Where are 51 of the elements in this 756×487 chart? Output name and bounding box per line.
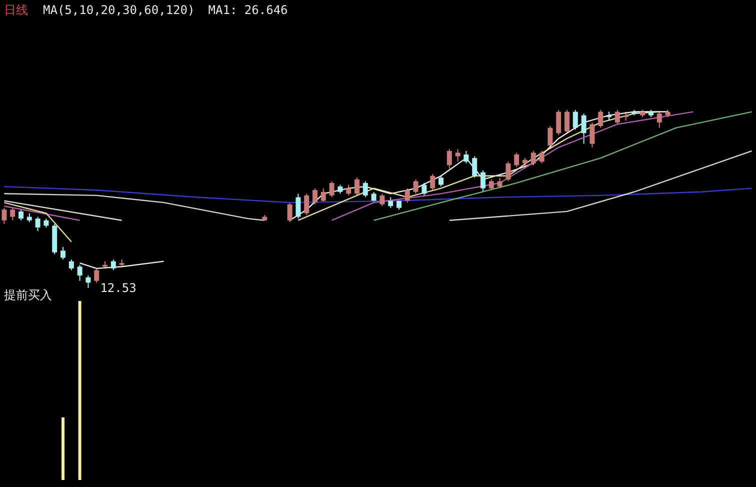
candlestick — [60, 246, 66, 260]
candlestick — [86, 275, 91, 288]
chart-title: 日线 — [4, 3, 28, 17]
candlestick — [346, 184, 352, 196]
candlestick — [455, 148, 460, 162]
candlestick — [430, 174, 436, 191]
candlestick — [77, 264, 82, 282]
text: MA1: 26.646 — [208, 3, 288, 17]
candlestick — [497, 177, 502, 189]
candlestick — [413, 178, 418, 194]
candlestick — [548, 126, 553, 148]
candlestick — [312, 188, 318, 205]
candlestick — [556, 110, 562, 136]
candlestick — [18, 209, 24, 221]
candlestick — [35, 216, 40, 232]
candlestick — [296, 193, 301, 220]
candlestick — [304, 193, 310, 216]
candlestick — [656, 111, 662, 128]
candlestick — [354, 177, 360, 196]
candlestick — [438, 175, 444, 188]
candlestick — [514, 152, 520, 168]
candlestick — [590, 122, 595, 148]
candlestick — [564, 110, 570, 134]
candlestick — [94, 268, 100, 284]
text: MA(5,10,20,30,60,120) — [43, 3, 195, 17]
candlestick — [472, 156, 478, 178]
candlestick — [488, 178, 494, 191]
candlestick — [446, 148, 452, 170]
candlestick — [480, 170, 486, 192]
candlestick — [110, 259, 116, 271]
candlestick — [530, 150, 536, 166]
candlestick — [329, 180, 334, 198]
candlestick — [380, 193, 385, 207]
candlestick — [614, 110, 620, 125]
candlestick — [464, 150, 469, 164]
annotation: 12.53 — [100, 281, 136, 295]
candlestick — [422, 182, 427, 196]
candlestick — [320, 188, 326, 204]
candlestick — [404, 188, 410, 204]
candlestick — [287, 202, 292, 223]
candlestick — [362, 180, 368, 198]
candlestick — [388, 196, 394, 208]
candlestick — [506, 161, 511, 182]
candlestick — [10, 207, 16, 221]
candlestick — [572, 110, 578, 130]
candlestick — [539, 150, 544, 164]
candlestick — [598, 110, 604, 128]
candlestick — [2, 207, 7, 224]
chart-title: 提前买入 — [4, 288, 52, 302]
candlestick — [68, 259, 74, 271]
candlestick — [581, 113, 586, 144]
